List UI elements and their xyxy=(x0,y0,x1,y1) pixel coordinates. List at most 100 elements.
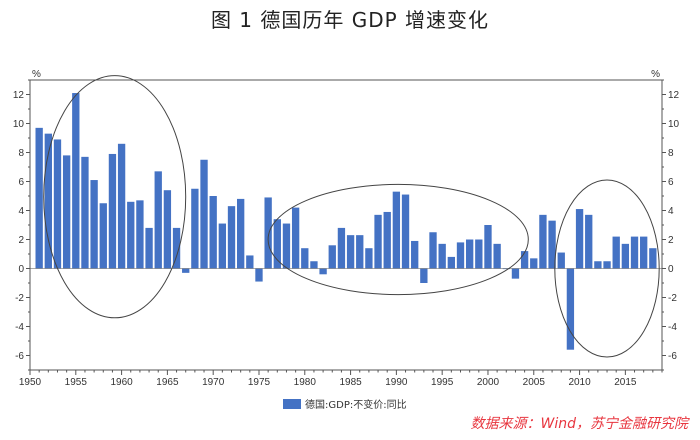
bar-2018 xyxy=(649,248,657,269)
bar-1978 xyxy=(282,223,291,269)
y-tick-label-left: -2 xyxy=(15,293,24,304)
bar-1981 xyxy=(310,261,318,269)
bar-2009 xyxy=(566,268,575,350)
x-tick-label: 1980 xyxy=(294,377,317,388)
bar-1998 xyxy=(465,239,474,269)
bar-1997 xyxy=(456,242,465,269)
bar-1985 xyxy=(346,235,355,269)
bar-1954 xyxy=(62,155,71,269)
bar-1968 xyxy=(191,188,199,269)
y-tick-label-left: 8 xyxy=(18,148,24,159)
source-note: 数据来源：Wind，苏宁金融研究院 xyxy=(470,416,689,432)
y-tick-label-right: 10 xyxy=(668,119,680,130)
bar-2010 xyxy=(575,209,584,269)
bar-1972 xyxy=(227,206,236,269)
bar-1951 xyxy=(35,127,43,269)
bar-1984 xyxy=(337,227,346,269)
legend: 德国:GDP:不变价:同比 xyxy=(283,396,407,411)
bar-1962 xyxy=(136,200,144,269)
x-tick-label: 1990 xyxy=(385,377,408,388)
bar-1992 xyxy=(411,240,419,269)
bar-1983 xyxy=(328,245,336,269)
bar-1969 xyxy=(200,159,208,269)
bar-1952 xyxy=(44,133,52,269)
ellipse-recent-period xyxy=(554,179,660,358)
bar-1956 xyxy=(81,156,89,269)
bar-2007 xyxy=(548,220,556,269)
y-tick-label-right: -4 xyxy=(668,322,677,333)
x-tick-label: 2000 xyxy=(477,377,500,388)
bar-1989 xyxy=(383,211,391,269)
bar-2008 xyxy=(557,252,565,269)
y-tick-label-left: 12 xyxy=(13,90,25,101)
y-tick-label-right: 12 xyxy=(668,90,680,101)
bar-1973 xyxy=(237,198,245,269)
bar-1995 xyxy=(438,243,446,269)
bar-1986 xyxy=(356,235,364,269)
bar-1980 xyxy=(301,248,309,269)
bar-1987 xyxy=(365,248,373,269)
ellipse-early-period xyxy=(43,75,187,319)
bar-1966 xyxy=(172,227,181,269)
legend-swatch xyxy=(283,398,301,409)
bar-2014 xyxy=(612,236,620,269)
x-tick-label: 2015 xyxy=(614,377,637,388)
bar-1994 xyxy=(429,232,437,269)
x-tick-label: 1965 xyxy=(156,377,179,388)
bar-1955 xyxy=(72,93,80,269)
y-tick-label-left: 10 xyxy=(13,119,25,130)
bar-1960 xyxy=(117,143,126,269)
bar-2003 xyxy=(511,268,520,279)
bar-1970 xyxy=(209,196,217,269)
bar-1993 xyxy=(420,268,428,283)
y-tick-label-left: 2 xyxy=(18,235,24,246)
x-tick-label: 1960 xyxy=(110,377,133,388)
x-tick-label: 1975 xyxy=(248,377,271,388)
y-tick-label-right: 8 xyxy=(668,148,674,159)
y-tick-label-right: 2 xyxy=(668,235,674,246)
y-unit-right: % xyxy=(651,69,660,80)
y-tick-label-left: 6 xyxy=(18,177,24,188)
bar-1961 xyxy=(127,201,135,269)
bar-1957 xyxy=(90,180,98,269)
x-tick-label: 1995 xyxy=(431,377,454,388)
bar-2005 xyxy=(530,258,538,269)
bar-1976 xyxy=(264,197,272,269)
bar-1975 xyxy=(255,268,263,282)
x-tick-label: 2010 xyxy=(568,377,591,388)
y-tick-label-right: -2 xyxy=(668,293,677,304)
y-tick-label-right: 0 xyxy=(668,264,674,275)
bar-1991 xyxy=(401,194,410,269)
bar-2004 xyxy=(520,251,529,269)
bar-2000 xyxy=(484,225,492,269)
bar-1963 xyxy=(145,227,153,269)
bar-1964 xyxy=(154,171,162,269)
x-tick-label: 1950 xyxy=(19,377,42,388)
y-tick-label-left: -4 xyxy=(15,322,24,333)
bar-1996 xyxy=(447,256,455,269)
bar-1977 xyxy=(273,219,281,269)
ellipse-middle-period xyxy=(267,183,529,296)
bar-2015 xyxy=(621,243,630,269)
bar-1967 xyxy=(182,268,190,273)
bar-2001 xyxy=(493,243,501,269)
legend-label: 德国:GDP:不变价:同比 xyxy=(305,400,407,411)
bar-2011 xyxy=(585,214,593,269)
y-tick-label-right: 4 xyxy=(668,206,674,217)
bar-1958 xyxy=(99,203,107,269)
bar-2017 xyxy=(640,236,648,269)
chart-title: 图 1 德国历年 GDP 增速变化 xyxy=(210,8,490,32)
bar-1971 xyxy=(218,223,227,269)
x-tick-label: 1970 xyxy=(202,377,225,388)
y-tick-label-right: -6 xyxy=(668,351,677,362)
y-tick-label-left: 0 xyxy=(18,264,24,275)
bar-1979 xyxy=(291,207,300,269)
bar-1959 xyxy=(108,153,117,269)
bar-1990 xyxy=(392,191,401,269)
x-tick-label: 1985 xyxy=(339,377,362,388)
y-tick-label-right: 6 xyxy=(668,177,674,188)
bar-2016 xyxy=(630,236,639,269)
x-tick-label: 1955 xyxy=(65,377,88,388)
